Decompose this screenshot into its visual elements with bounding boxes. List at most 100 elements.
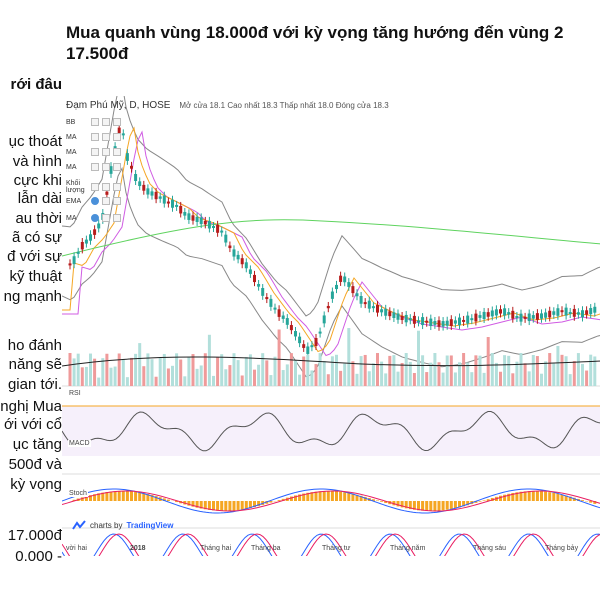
candle-body [236,254,240,260]
volume-bar [404,353,408,386]
settings-icon[interactable] [102,118,110,126]
close-icon[interactable] [113,214,121,222]
candle-body [503,308,507,316]
volume-bar [80,367,84,386]
macd-histogram-bar [109,491,113,501]
candle-body [207,220,211,229]
chart-symbol: Đạm Phú Mỹ, D, HOSE [66,100,171,111]
chart-canvas[interactable] [61,81,600,579]
eye-icon[interactable] [91,183,99,191]
candle-body [117,127,121,136]
indicator-row[interactable]: MA [66,148,121,156]
macd-histogram-bar [433,501,437,511]
volume-bar [285,364,289,386]
volume-bar [171,365,174,386]
candle-body [363,302,367,305]
candle-body [494,309,498,316]
volume-bar [564,356,568,386]
candle-body [187,213,191,220]
macd-histogram-bar [166,499,170,501]
macd-histogram-bar [458,501,461,508]
settings-icon[interactable] [102,197,110,205]
macd-histogram-bar [187,501,191,506]
volume-bar [429,362,433,386]
candle-body [523,316,527,319]
volume-bar [351,361,355,386]
volume-bar [93,358,97,386]
settings-icon[interactable] [102,163,110,171]
macd-histogram-bar [355,494,359,501]
candle-body [171,199,174,208]
eye-icon[interactable] [91,214,99,222]
eye-icon[interactable] [91,118,99,126]
chart-header: Đạm Phú Mỹ, D, HOSE Mở cửa 18.1 Cao nhất… [66,100,389,111]
candle-body [408,318,412,321]
volume-bar [191,354,195,386]
tradingview-cloud-icon [72,520,86,530]
macd-histogram-bar [343,492,347,501]
macd-histogram-bar [359,495,363,501]
side-text-line: và hình [12,153,62,170]
macd-histogram-bar [314,491,318,501]
stock-chart[interactable] [61,81,600,579]
volume-bar [294,360,297,386]
macd-histogram-bar [117,491,121,501]
eye-icon[interactable] [91,197,99,205]
candle-body [269,298,273,307]
candle-body [425,320,429,323]
volume-bar [449,355,453,386]
macd-histogram-bar [294,495,297,501]
side-text-line: au thời [15,210,62,227]
candle-body [294,331,297,337]
tv-brand: TradingView [126,520,174,530]
candle-body [593,306,597,313]
volume-bar [322,360,326,386]
indicator-row[interactable]: EMA [66,197,121,205]
indicator-row[interactable]: MA [66,163,121,171]
volume-bar [154,376,158,386]
eye-icon[interactable] [91,163,99,171]
volume-bar [478,355,482,386]
candle-body [216,224,220,233]
indicator-row[interactable]: MA [66,214,121,222]
close-icon[interactable] [113,163,121,171]
candle-body [97,223,101,229]
settings-icon[interactable] [102,133,110,141]
settings-icon[interactable] [102,183,110,191]
macd-histogram-bar [503,494,507,501]
eye-icon[interactable] [91,148,99,156]
candle-body [560,310,564,313]
volume-bar [486,337,490,386]
settings-icon[interactable] [102,214,110,222]
indicator-row[interactable]: Khối lượng [66,180,121,194]
settings-icon[interactable] [102,148,110,156]
candle-body [138,181,142,187]
volume-bar [175,353,179,386]
indicator-row[interactable]: BB [66,118,121,126]
volume-bar [433,353,437,386]
close-icon[interactable] [113,197,121,205]
macd-histogram-bar [306,492,310,501]
candle-body [371,306,375,309]
candle-body [150,191,154,196]
close-icon[interactable] [113,118,121,126]
volume-bar [121,358,125,386]
volume-bar [330,356,334,386]
volume-bar [199,365,203,386]
close-icon[interactable] [113,133,121,141]
close-icon[interactable] [113,183,121,191]
volume-bar [134,353,138,386]
eye-icon[interactable] [91,133,99,141]
close-icon[interactable] [113,148,121,156]
candle-body [556,308,560,316]
indicator-row[interactable]: MA [66,133,121,141]
tradingview-watermark[interactable]: charts by TradingView [72,520,173,530]
article-side-text: rới đâu ục thoát và hình cực khi lẫn dài au t… [0,0,70,600]
macd-histogram-bar [589,501,593,503]
rsi-panel-label: RSI [68,390,82,397]
side-text-line: ho đánh [7,337,62,354]
macd-histogram-bar [101,492,105,501]
volume-bar [142,366,146,386]
volume-bar [494,362,498,386]
volume-bar [482,372,486,386]
